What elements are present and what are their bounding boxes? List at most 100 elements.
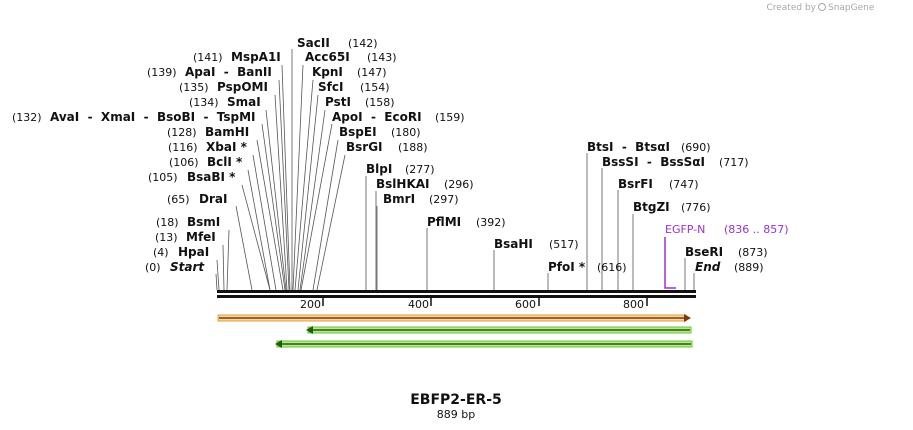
axis-tick-label: 400 [408,298,429,311]
site-bspei: BspEI (180) [339,125,421,139]
site-label: BsmI [187,215,220,229]
site-position: (18) [156,216,179,229]
site-pspomi: (135) PspOMI [179,80,268,94]
site-label: SfcI [318,80,343,94]
site-position: (154) [360,81,390,94]
site-acc65i: Acc65I (143) [305,50,397,64]
site-position: (128) [167,126,197,139]
site-bsmi: (18) BsmI [156,215,220,229]
site-label: MspA1I [231,50,281,64]
site-label: BseRI [685,245,723,259]
site-bsrgi: BsrGI (188) [346,140,428,154]
site-apoi-ecori: ApoI - EcoRI (159) [332,110,465,124]
site-label: BclI * [207,155,243,169]
site-position: (105) [148,171,178,184]
site-label: BlpI [366,162,392,176]
site-mspa1i: (141) MspA1I [193,50,281,64]
feature-arrow-green-1 [306,326,692,334]
site-avai-xmai: (132) AvaI - XmaI - BsoBI - TspMI [12,110,256,124]
site-label: ApaI - BanII [185,65,272,79]
site-position: (135) [179,81,209,94]
sequence-backbone [217,290,696,298]
site-label: PstI [325,95,351,109]
site-label: BamHI [205,125,249,139]
site-connector-lines [215,49,695,291]
site-label: BslHKAI [376,177,430,191]
site-label: SacII [297,36,330,50]
site-position: (141) [193,51,223,64]
site-label: BsaHI [494,237,533,251]
site-label: BspEI [339,125,377,139]
site-position: (188) [398,141,428,154]
map-length: 889 bp [437,408,475,421]
site-label: MfeI [186,230,216,244]
site-label: Start [170,260,205,274]
site-label: HpaI [178,245,209,259]
axis: 200 400 600 800 [300,298,648,311]
snapgene-brand: SnapGene [828,3,875,13]
site-position: (142) [348,37,378,50]
site-position: (889) [734,261,764,274]
site-mfei: (13) MfeI [155,230,216,244]
site-position: (297) [429,193,459,206]
site-xbai: (116) XbaI * [168,140,248,154]
feature-label: EGFP-N [665,223,705,236]
site-position: (616) [597,261,627,274]
site-bamhi: (128) BamHI [167,125,249,139]
axis-tick-label: 200 [300,298,321,311]
feature-arrow-orange [217,314,691,322]
site-position: (134) [189,96,219,109]
site-bsrfi: BsrFI (747) [618,177,699,191]
site-label: BsrFI [618,177,653,191]
site-position: (747) [669,178,699,191]
site-bslhkai: BslHKAI (296) [376,177,474,191]
site-label: BssSI - BssSαI [602,155,705,169]
site-position: (776) [681,201,711,214]
site-btgzi: BtgZI (776) [633,200,711,214]
site-position: (106) [169,156,199,169]
site-position: (65) [167,193,190,206]
axis-tick-label: 600 [515,298,536,311]
site-bcli: (106) BclI * [169,155,243,169]
site-position: (717) [719,156,749,169]
site-drai: (65) DraI [167,192,227,206]
site-label: AvaI - XmaI - BsoBI - TspMI [50,110,256,124]
site-smai: (134) SmaI [189,95,261,109]
site-psti: PstI (158) [325,95,395,109]
site-bsabi: (105) BsaBI * [148,170,236,184]
feature-arrow-green-2 [275,340,693,348]
site-position: (159) [435,111,465,124]
site-position: (180) [391,126,421,139]
site-label: PfoI * [548,260,586,274]
credit-text: Created by [766,3,816,13]
site-position: (873) [738,246,768,259]
site-position: (517) [549,238,579,251]
site-start: (0) Start [145,260,205,274]
site-position: (139) [147,66,177,79]
site-label: PflMI [427,215,461,229]
site-label: PspOMI [217,80,268,94]
site-position: (392) [476,216,506,229]
site-sfci: SfcI (154) [318,80,390,94]
site-bsahi: BsaHI (517) [494,237,579,251]
site-pflmi: PflMI (392) [427,215,506,229]
map-title: EBFP2-ER-5 [410,392,502,408]
site-label: ApoI - EcoRI [332,110,422,124]
site-label: Acc65I [305,50,350,64]
site-position: (158) [365,96,395,109]
site-btsi: BtsI - BtsαI (690) [587,140,711,154]
site-position: (13) [155,231,178,244]
axis-tick-label: 800 [623,298,644,311]
site-bmri: BmrI (297) [383,192,459,206]
site-position: (132) [12,111,42,124]
feature-range: (836 .. 857) [724,223,789,236]
site-blpi: BlpI (277) [366,162,435,176]
site-label: BsrGI [346,140,383,154]
site-position: (277) [405,163,435,176]
site-position: (116) [168,141,198,154]
site-sacii: SacII (142) [297,36,378,50]
site-hpai: (4) HpaI [153,245,209,259]
site-position: (4) [153,246,169,259]
site-position: (690) [681,141,711,154]
